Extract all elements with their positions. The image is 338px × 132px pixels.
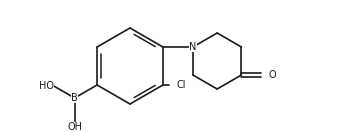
Text: HO: HO bbox=[39, 81, 54, 91]
Text: O: O bbox=[268, 70, 276, 80]
Text: N: N bbox=[189, 42, 197, 52]
Text: B: B bbox=[71, 93, 78, 103]
Text: Cl: Cl bbox=[177, 80, 187, 90]
Text: OH: OH bbox=[67, 122, 82, 132]
